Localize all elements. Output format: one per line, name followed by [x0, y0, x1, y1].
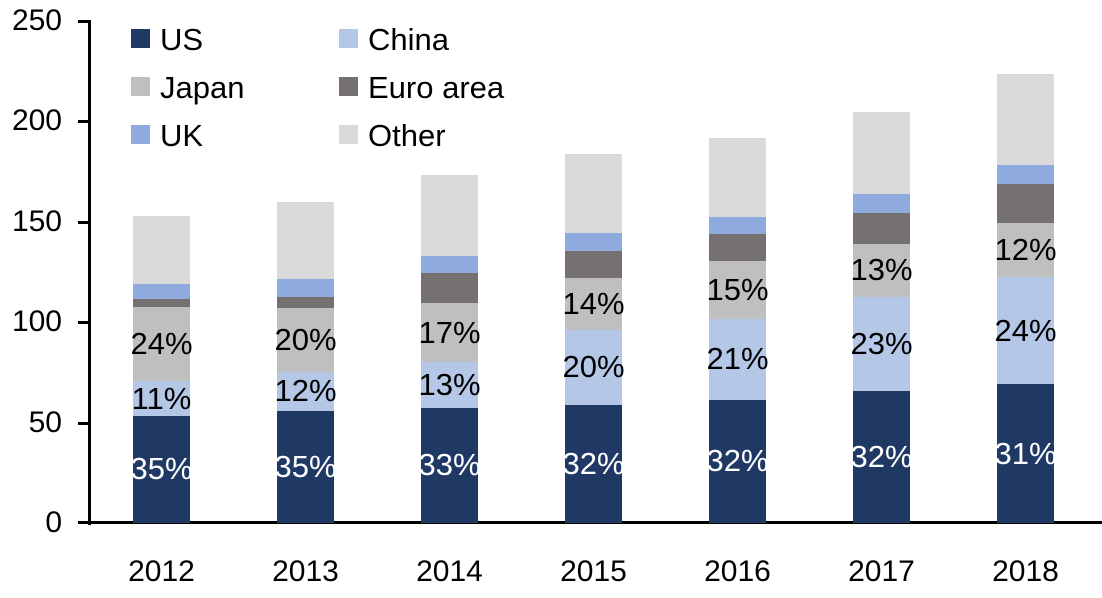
y-tick-200 — [78, 120, 89, 124]
y-tick-250 — [78, 20, 89, 23]
segment-label-2017-china: 23% — [850, 326, 913, 362]
bar-2018-euro-area — [997, 183, 1054, 223]
bar-2017-other — [853, 112, 910, 194]
bar-2016-us — [709, 399, 766, 523]
x-tick-label-2014: 2014 — [416, 555, 483, 588]
bar-2016-uk — [709, 216, 766, 234]
legend-label-japan: Japan — [160, 70, 245, 105]
bar-2012-uk — [133, 284, 190, 300]
bar-2015-uk — [565, 232, 622, 251]
legend-swatch-china — [339, 29, 358, 48]
segment-label-2016-japan: 15% — [706, 272, 769, 308]
bar-2014-china — [421, 362, 478, 408]
bar-2016-japan — [709, 260, 766, 320]
bar-2012-china — [133, 381, 190, 416]
legend-label-us: US — [160, 22, 204, 57]
bar-2015-euro-area — [565, 250, 622, 278]
bar-2018-japan — [997, 222, 1054, 277]
segment-label-2016-china: 21% — [706, 341, 769, 377]
bar-2012-other — [133, 215, 190, 285]
bar-2016-euro-area — [709, 233, 766, 261]
bar-2017-china — [853, 297, 910, 392]
bar-2014-us — [421, 407, 478, 523]
y-tick-label-100: 100 — [11, 305, 62, 339]
segment-label-2013-japan: 20% — [274, 322, 337, 358]
bar-2017-japan — [853, 243, 910, 298]
legend-label-china: China — [368, 22, 449, 57]
segment-label-2017-japan: 13% — [850, 252, 913, 288]
bar-2013-japan — [277, 308, 334, 373]
bar-2017-us — [853, 391, 910, 523]
segment-label-2014-japan: 17% — [418, 314, 481, 350]
bar-2013-china — [277, 372, 334, 411]
y-tick-100 — [78, 321, 89, 325]
bar-2014-euro-area — [421, 273, 478, 304]
y-axis-line — [88, 20, 91, 525]
bar-2013-uk — [277, 279, 334, 298]
legend-swatch-other — [339, 125, 358, 144]
bar-2014-uk — [421, 255, 478, 273]
bar-2018-china — [997, 277, 1054, 385]
bar-2015-china — [565, 330, 622, 405]
x-tick-label-2015: 2015 — [560, 555, 627, 588]
y-tick-50 — [78, 421, 89, 425]
legend-label-uk: UK — [160, 118, 204, 153]
bar-2012-euro-area — [133, 299, 190, 308]
bar-2018-uk — [997, 164, 1054, 184]
legend-swatch-japan — [131, 77, 150, 96]
bar-2013-other — [277, 201, 334, 280]
bar-2015-us — [565, 404, 622, 523]
segment-label-2012-japan: 24% — [130, 326, 193, 362]
bar-2014-other — [421, 174, 478, 256]
x-tick-label-2012: 2012 — [128, 555, 195, 588]
y-tick-label-0: 0 — [45, 506, 62, 539]
legend-swatch-euro-area — [339, 77, 358, 96]
y-tick-150 — [78, 220, 89, 224]
segment-label-2012-us: 35% — [130, 451, 193, 487]
segment-label-2014-china: 13% — [418, 366, 481, 402]
y-tick-label-250: 250 — [11, 4, 62, 37]
segment-label-2013-us: 35% — [274, 448, 337, 484]
x-tick-label-2013: 2013 — [272, 555, 339, 588]
segment-label-2018-us: 31% — [994, 435, 1057, 471]
y-tick-label-50: 50 — [28, 405, 62, 439]
bar-2016-other — [709, 138, 766, 217]
segment-label-2017-us: 32% — [850, 439, 913, 475]
bar-2016-china — [709, 319, 766, 400]
bar-2012-japan — [133, 307, 190, 382]
x-tick-label-2016: 2016 — [704, 555, 771, 588]
segment-label-2015-china: 20% — [562, 349, 625, 385]
bar-2013-us — [277, 410, 334, 523]
bar-2018-us — [997, 384, 1054, 523]
bar-2012-us — [133, 415, 190, 523]
x-tick-label-2018: 2018 — [992, 555, 1059, 588]
bar-2015-other — [565, 153, 622, 233]
bar-2013-euro-area — [277, 297, 334, 309]
segment-label-2018-china: 24% — [994, 312, 1057, 348]
segment-label-2013-china: 12% — [274, 373, 337, 409]
bar-2015-japan — [565, 278, 622, 331]
legend-swatch-us — [131, 29, 150, 48]
segment-label-2015-japan: 14% — [562, 286, 625, 322]
segment-label-2015-us: 32% — [562, 445, 625, 481]
segment-label-2018-japan: 12% — [994, 231, 1057, 267]
legend-label-other: Other — [368, 118, 446, 153]
y-tick-label-200: 200 — [11, 104, 62, 138]
bar-2018-other — [997, 74, 1054, 165]
segment-label-2016-us: 32% — [706, 443, 769, 479]
legend-swatch-uk — [131, 125, 150, 144]
x-tick-label-2017: 2017 — [848, 555, 915, 588]
bar-2017-uk — [853, 193, 910, 213]
bar-2017-euro-area — [853, 212, 910, 244]
y-tick-label-150: 150 — [11, 204, 62, 238]
segment-label-2012-china: 11% — [131, 380, 192, 416]
bar-2014-japan — [421, 303, 478, 363]
segment-label-2014-us: 33% — [418, 447, 481, 483]
legend-label-euro-area: Euro area — [368, 70, 505, 105]
